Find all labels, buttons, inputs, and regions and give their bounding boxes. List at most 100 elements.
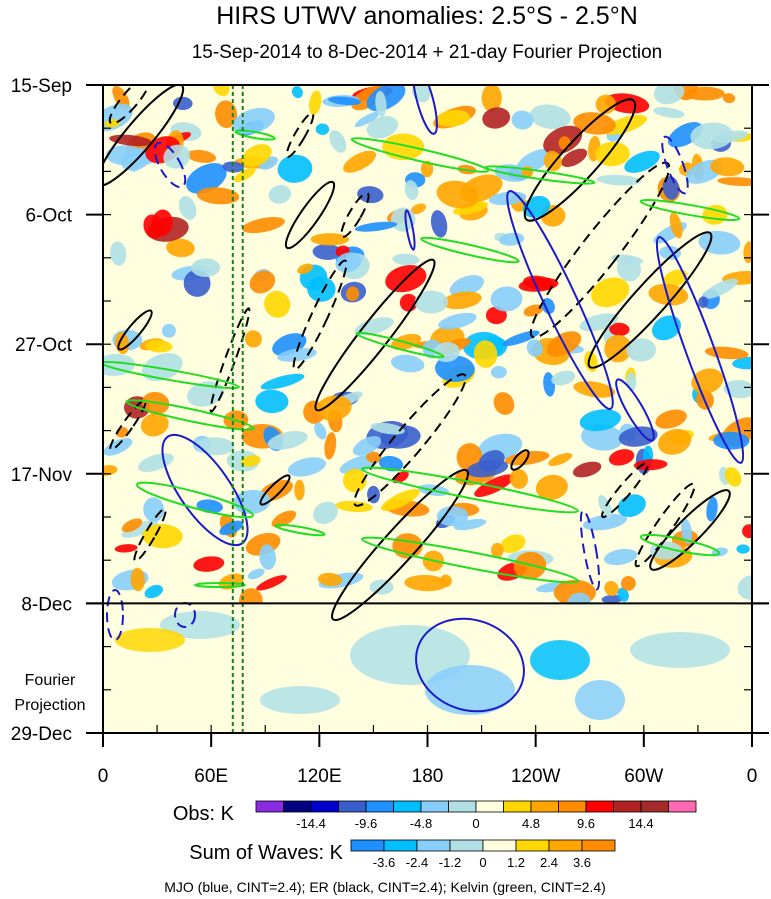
anomaly-cell [380,488,420,512]
anomaly-cell [271,510,297,528]
mjo-contour [106,589,124,641]
plot-area [103,85,752,733]
anomaly-cell [595,94,616,115]
anomaly-cell [343,468,367,493]
anomaly-cell [603,548,638,566]
anomaly-cell [308,90,322,115]
anomaly-cell [267,431,308,450]
anomaly-cell [404,180,419,201]
anomaly-cell [543,150,562,172]
anomaly-cell [658,428,692,455]
anomaly-cell [591,277,630,308]
anomaly-cell [703,278,738,299]
er-contour [649,489,731,571]
er-contour [117,309,153,351]
projection-cell [425,665,515,715]
anomaly-cell [277,154,313,183]
obs-colorbar: -14.4 -9.6 -4.8 0 4.8 9.6 14.4 [255,800,697,831]
anomaly-cell [500,534,526,553]
anomaly-cell [663,269,688,287]
anomaly-cell [178,196,197,220]
reference-longitudes [231,85,244,733]
anomaly-cell [626,338,657,362]
anomaly-cell [624,150,660,173]
anomaly-cell [722,93,736,104]
anomaly-cell [357,186,384,204]
anomaly-cell [145,340,173,353]
anomaly-cell [114,544,138,553]
mjo-contour [655,236,745,464]
anomaly-cell [604,93,650,114]
anomaly-cell [233,167,256,183]
er-contour [209,307,251,413]
anomaly-cell [572,461,602,478]
colorbar-swatch [503,800,532,813]
anomaly-cell [277,348,317,362]
anomaly-cell [343,150,377,173]
colorbar-tick-label: -1.2 [439,855,461,870]
anomaly-cell [315,123,330,135]
kelvin-contour [136,481,254,519]
anomaly-cell [365,451,382,463]
colorbar-swatch [548,839,583,852]
anomaly-cell [186,149,217,163]
anomaly-cell [378,455,404,472]
anomaly-cell [535,474,568,501]
anomaly-cell [558,136,571,150]
anomaly-cell [561,148,588,167]
colorbar-swatch [482,839,517,852]
anomaly-cell [609,322,630,336]
anomaly-cell [604,580,619,597]
anomaly-cell [328,96,362,106]
anomaly-cell [706,496,718,522]
anomaly-cell [667,122,703,148]
anomaly-cell [655,409,687,429]
anomaly-cell [317,572,343,587]
anomaly-cell [698,296,709,309]
anomaly-cell [436,506,469,527]
anomaly-cell [573,381,616,398]
anomaly-cell [222,161,244,173]
anomaly-cell [140,413,169,437]
anomaly-cell [260,373,305,390]
y-tick-label: 8-Dec [21,594,72,615]
kelvin-contour [350,137,490,173]
anomaly-cell [163,144,190,169]
anomaly-cell [742,524,752,539]
anomaly-cell [103,437,133,456]
mjo-contour [615,378,655,442]
projection-cell [630,632,730,668]
anomaly-cell [601,594,624,604]
anomaly-cell [473,340,498,368]
mjo-contour [153,141,187,189]
colorbar-swatch [393,800,422,813]
er-contour [109,399,147,451]
anomaly-cell [244,330,262,348]
mjo-contour [412,85,438,135]
colorbar-swatch [416,839,451,852]
er-contour [529,161,671,339]
anomaly-cell [186,163,227,194]
kelvin-contour [639,533,721,557]
anomaly-cell [435,109,470,127]
er-contour [133,507,167,563]
anomaly-cell [392,471,409,484]
er-contour [314,258,436,412]
anomaly-cell [370,422,405,435]
colorbar-tick-label: -3.6 [373,855,395,870]
anomaly-cell [335,500,373,513]
waves-colorbar-label: Sum of Waves: K [189,842,343,864]
obs-colorbar-label: Obs: K [173,803,235,825]
anomaly-cell [420,160,434,178]
colorbar-tick-label: 0 [472,816,479,831]
anomaly-cell [653,107,685,119]
y-tick-label: 15-Sep [11,76,72,97]
x-tick-label: 120W [511,766,561,787]
anomaly-cell [724,467,742,487]
chart-subtitle: 15-Sep-2014 to 8-Dec-2014 + 21-day Fouri… [192,42,663,63]
anomaly-cell [215,100,238,129]
colorbar-tick-label: -4.8 [410,816,432,831]
anomaly-cell [287,457,327,477]
anomaly-cell [490,542,504,558]
